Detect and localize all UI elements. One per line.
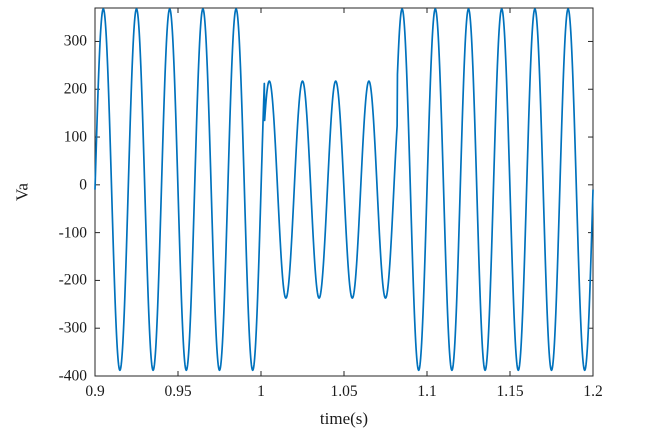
x-tick-label: 1.2 [583, 383, 603, 400]
x-tick-label: 0.9 [85, 383, 105, 400]
y-tick-label: 0 [79, 176, 87, 194]
x-axis-label: time(s) [319, 409, 369, 428]
x-tick-label: 1.1 [417, 383, 437, 400]
y-tick-label: -400 [58, 367, 87, 385]
y-tick-label: -100 [58, 223, 87, 241]
y-tick-label: -300 [58, 319, 87, 337]
x-tick-label: 1 [257, 383, 265, 400]
y-tick-label: 300 [63, 32, 87, 50]
x-tick-label: 0.95 [164, 383, 192, 400]
y-tick-label: 100 [63, 128, 87, 146]
x-tick-label: 1.05 [330, 383, 358, 400]
y-axis-label: Va [12, 183, 32, 201]
x-tick-label: 1.15 [496, 383, 524, 400]
y-tick-label: -200 [58, 271, 87, 289]
y-tick-label: 200 [63, 80, 87, 98]
waveform-line [94, 8, 594, 372]
